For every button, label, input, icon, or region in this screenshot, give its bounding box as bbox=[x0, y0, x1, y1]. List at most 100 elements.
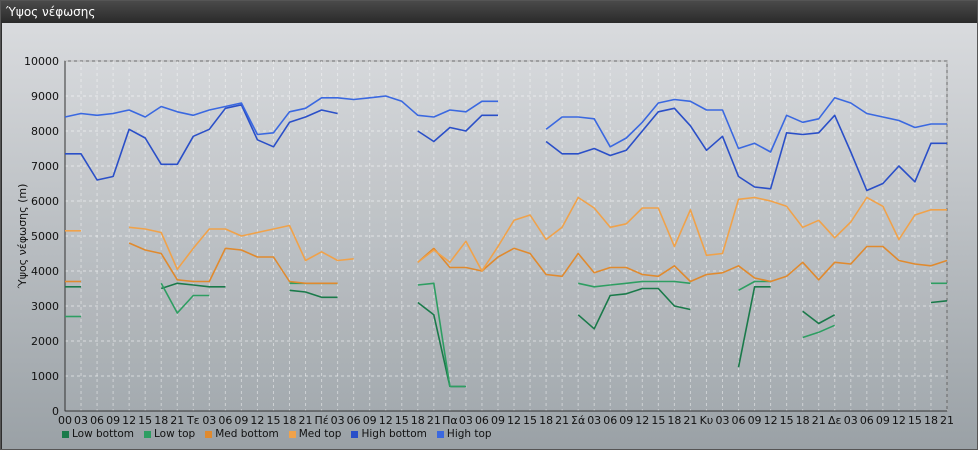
legend-label: Med top bbox=[298, 428, 342, 440]
x-tick-label: 06 bbox=[732, 414, 746, 427]
y-tick-label: 7000 bbox=[31, 160, 59, 173]
x-tick-label: 12 bbox=[635, 414, 649, 427]
series-line-low-top bbox=[160, 282, 210, 314]
y-tick-label: 10000 bbox=[24, 55, 59, 68]
x-tick-label: Τε bbox=[186, 414, 200, 427]
x-tick-label: 18 bbox=[411, 414, 425, 427]
window-title: Ύψος νέφωσης bbox=[1, 1, 977, 23]
x-tick-label: 21 bbox=[555, 414, 569, 427]
legend-label: Med bottom bbox=[215, 428, 279, 440]
legend-item[interactable]: Low top bbox=[144, 427, 195, 441]
legend-label: Low top bbox=[154, 428, 196, 440]
x-tick-label: 06 bbox=[603, 414, 617, 427]
y-tick-label: 6000 bbox=[31, 195, 59, 208]
series-line-high-bottom bbox=[417, 114, 498, 143]
series-line-med-top bbox=[129, 224, 354, 271]
x-tick-label: 21 bbox=[812, 414, 826, 427]
series-line-med-bottom bbox=[128, 242, 338, 285]
legend-label: High top bbox=[446, 428, 492, 440]
x-tick-label: 09 bbox=[619, 414, 633, 427]
series-line-low-bottom bbox=[577, 287, 691, 330]
series-line-low-bottom bbox=[160, 282, 226, 290]
series-line-low-bottom bbox=[289, 289, 338, 299]
series-line-high-bottom bbox=[65, 104, 338, 181]
series-line-med-bottom bbox=[417, 245, 948, 283]
cloud-height-chart: 0 1000 2000 3000 4000 5000 6000 7000 8000 9000 100… bbox=[16, 55, 954, 427]
y-tick-label: 9000 bbox=[31, 90, 59, 103]
x-tick-label: 06 bbox=[860, 414, 874, 427]
x-tick-label: 12 bbox=[122, 414, 136, 427]
x-tick-label: 15 bbox=[395, 414, 409, 427]
x-tick-label: 09 bbox=[491, 414, 505, 427]
x-tick-label: 03 bbox=[459, 414, 473, 427]
x-tick-label: 00 bbox=[58, 414, 72, 427]
x-tick-label: 06 bbox=[475, 414, 489, 427]
x-tick-label: 18 bbox=[154, 414, 168, 427]
legend-item[interactable]: Med top bbox=[288, 427, 342, 441]
legend-label: High bottom bbox=[361, 428, 427, 440]
y-tick-label: 3000 bbox=[31, 300, 59, 313]
x-tick-label: 21 bbox=[683, 414, 697, 427]
legend-item[interactable]: High bottom bbox=[351, 427, 427, 441]
x-tick-label: 18 bbox=[924, 414, 938, 427]
legend-swatch bbox=[351, 430, 359, 438]
x-tick-label: 03 bbox=[715, 414, 729, 427]
x-tick-label: 18 bbox=[283, 414, 297, 427]
x-tick-label: 21 bbox=[940, 414, 954, 427]
series-line-low-top bbox=[738, 280, 771, 292]
x-tick-label: Κυ bbox=[700, 414, 714, 427]
x-tick-label: 15 bbox=[908, 414, 922, 427]
series-line-low-bottom bbox=[737, 285, 771, 368]
series-line-low-top bbox=[417, 282, 466, 388]
x-tick-label: 12 bbox=[764, 414, 778, 427]
x-tick-label: Πέ bbox=[314, 414, 328, 427]
x-tick-label: 18 bbox=[667, 414, 681, 427]
x-tick-label: 12 bbox=[507, 414, 521, 427]
x-tick-label: 03 bbox=[844, 414, 858, 427]
legend-swatch bbox=[436, 430, 444, 438]
x-tick-label: 06 bbox=[347, 414, 361, 427]
x-tick-label: 09 bbox=[363, 414, 377, 427]
x-tick-label: 15 bbox=[523, 414, 537, 427]
series-line-low-bottom bbox=[930, 300, 948, 304]
legend-label: Low bottom bbox=[72, 428, 134, 440]
series-line-high-top bbox=[545, 97, 947, 153]
x-tick-label: Δε bbox=[828, 414, 842, 427]
x-tick-label: 21 bbox=[299, 414, 313, 427]
y-tick-label: 8000 bbox=[31, 125, 59, 138]
x-tick-label: 12 bbox=[892, 414, 906, 427]
y-tick-label: 1000 bbox=[31, 370, 59, 383]
x-tick-label: 12 bbox=[250, 414, 264, 427]
legend-swatch bbox=[288, 430, 296, 438]
series-line-low-bottom bbox=[802, 310, 836, 325]
series-line-high-top bbox=[64, 95, 498, 136]
chart-area: 0 1000 2000 3000 4000 5000 6000 7000 8000 9000 100… bbox=[2, 23, 977, 449]
x-tick-label: 03 bbox=[202, 414, 216, 427]
series-line-low-top bbox=[578, 280, 691, 288]
x-tick-label: 09 bbox=[106, 414, 120, 427]
x-tick-label: 18 bbox=[539, 414, 553, 427]
x-tick-label: Πα bbox=[442, 414, 458, 427]
legend-item[interactable]: High top bbox=[436, 427, 492, 441]
series-line-low-top bbox=[802, 324, 836, 339]
legend-item[interactable]: Low bottom bbox=[62, 427, 134, 441]
x-tick-label: 21 bbox=[170, 414, 184, 427]
x-tick-label: 06 bbox=[90, 414, 104, 427]
legend-item[interactable]: Med bottom bbox=[205, 427, 279, 441]
x-tick-label: 21 bbox=[427, 414, 441, 427]
y-tick-label: 2000 bbox=[31, 335, 59, 348]
x-tick-label: 15 bbox=[138, 414, 152, 427]
series-line-high-bottom bbox=[545, 107, 947, 192]
series-line-med-top bbox=[417, 196, 947, 272]
x-tick-label: 03 bbox=[331, 414, 345, 427]
legend-swatch bbox=[62, 430, 69, 438]
x-tick-label: Σά bbox=[571, 414, 585, 427]
y-axis-label: Ύψος νέφωσης (m) bbox=[16, 184, 29, 290]
x-tick-label: 15 bbox=[651, 414, 665, 427]
x-tick-label: 09 bbox=[876, 414, 890, 427]
y-tick-label: 0 bbox=[52, 405, 59, 418]
x-tick-label: 03 bbox=[587, 414, 601, 427]
y-tick-label: 4000 bbox=[31, 265, 59, 278]
x-tick-label: 15 bbox=[266, 414, 280, 427]
